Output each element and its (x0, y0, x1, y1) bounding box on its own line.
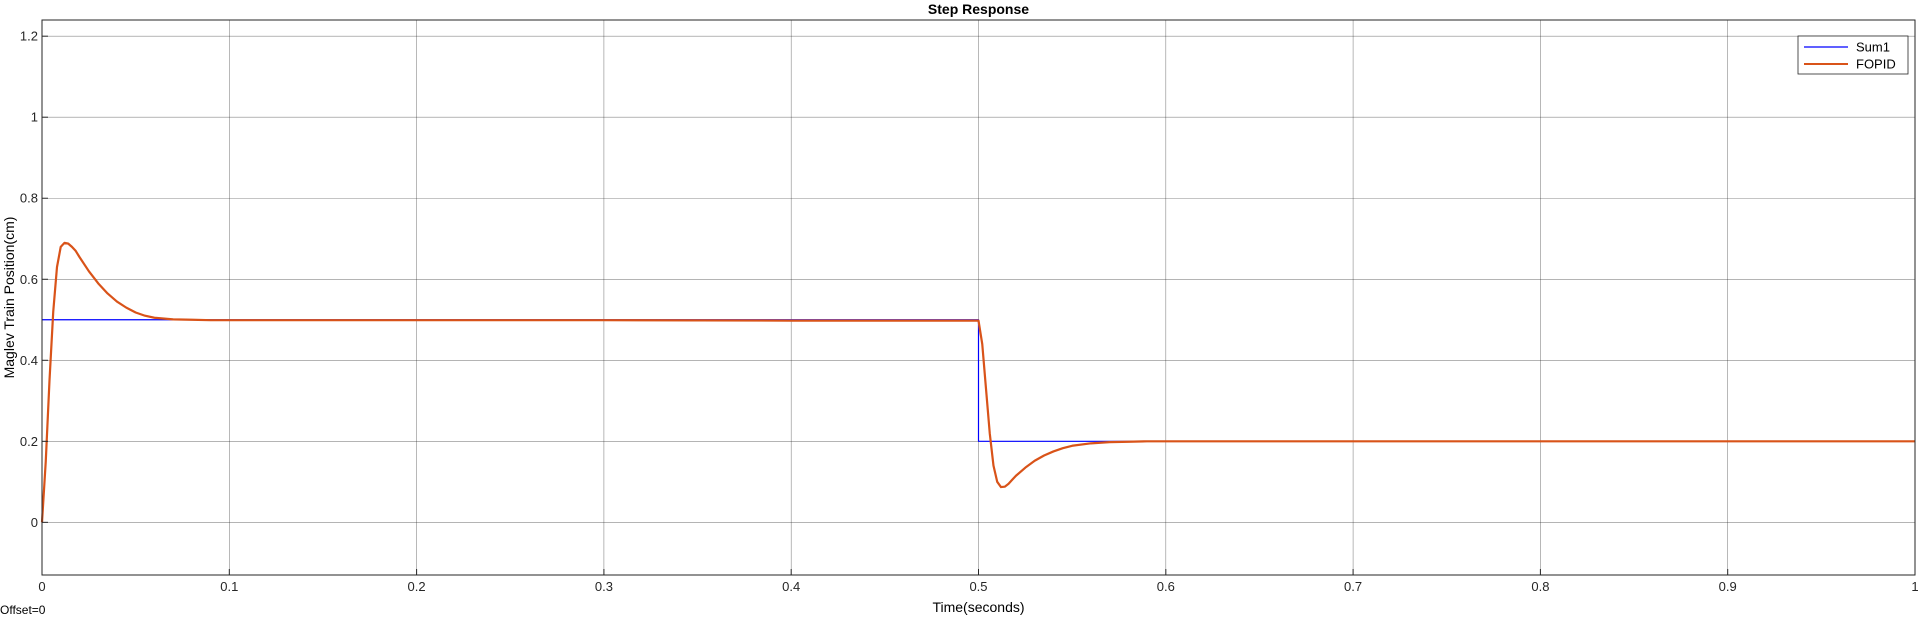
tick-labels: 0 0.1 0.2 0.3 0.4 0.5 0.6 0.7 0.8 0.9 1 0 0.2 0.4 0.6 0… (20, 29, 1919, 594)
legend-label: FOPID (1856, 57, 1896, 72)
x-tick-label: 0.4 (782, 579, 800, 594)
x-axis-label: Time(seconds) (932, 599, 1024, 615)
x-tick-label: 0.6 (1157, 579, 1175, 594)
y-tick-label: 0.6 (20, 272, 38, 287)
y-tick-label: 0.2 (20, 434, 38, 449)
x-tick-label: 0.8 (1531, 579, 1549, 594)
y-tick-label: 1 (31, 110, 38, 125)
x-tick-label: 0.1 (220, 579, 238, 594)
x-tick-label: 1 (1911, 579, 1918, 594)
x-tick-label: 0.2 (408, 579, 426, 594)
y-tick-label: 1.2 (20, 29, 38, 44)
y-axis-label: Maglev Train Position(cm) (1, 217, 17, 379)
y-tick-label: 0.4 (20, 353, 38, 368)
offset-annotation: Offset=0 (0, 603, 46, 617)
legend-box (1797, 35, 1909, 75)
series-line-fopid (40, 241, 1915, 523)
y-tick-label: 0 (31, 515, 38, 530)
x-tick-label: 0.3 (595, 579, 613, 594)
x-tick-label: 0.5 (969, 579, 987, 594)
legend: Sum1 FOPID (1797, 35, 1909, 75)
y-tick-label: 0.8 (20, 191, 38, 206)
legend-label: Sum1 (1856, 40, 1890, 55)
chart-title: Step Response (928, 1, 1029, 17)
x-tick-label: 0.7 (1344, 579, 1362, 594)
series-layer (40, 241, 1915, 523)
x-tick-label: 0.9 (1719, 579, 1737, 594)
x-tick-label: 0 (38, 579, 45, 594)
